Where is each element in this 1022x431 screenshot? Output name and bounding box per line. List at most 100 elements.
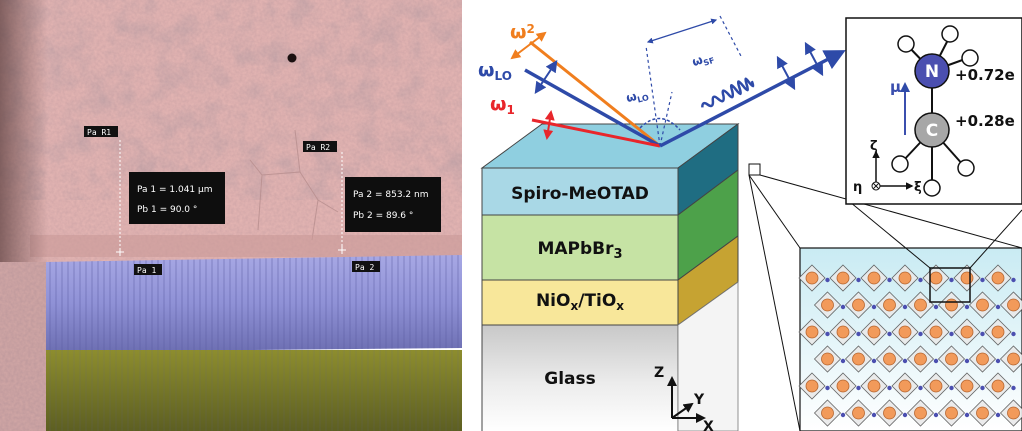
ma-cation: [949, 277, 954, 283]
zoom-marker: [748, 163, 761, 176]
svg-text:N: N: [925, 62, 939, 82]
lead-atom: [898, 325, 912, 339]
ma-cation: [887, 277, 892, 283]
lead-atom: [976, 298, 989, 312]
ma-cation: [1011, 385, 1016, 391]
svg-text:Y: Y: [693, 392, 705, 408]
ma-cation: [840, 358, 846, 364]
marker-pa-r1: Pa R1: [84, 126, 118, 137]
lead-atom: [898, 379, 912, 393]
ma-cation: [995, 304, 1001, 310]
svg-text:ζ: ζ: [870, 139, 878, 154]
c-charge-label: +0.28e: [955, 112, 1015, 130]
lab-axes: Z Y X: [654, 365, 714, 431]
ma-cation: [980, 385, 985, 391]
svg-text:X: X: [703, 419, 714, 431]
lead-atom: [929, 271, 943, 285]
molecule-inset: N C +0.72e +0.28e μ ζ η ξ: [845, 17, 1022, 205]
svg-text:ξ: ξ: [914, 180, 922, 195]
niox-tiox-label: NiOx/TiOx: [536, 291, 624, 313]
label-omega-lo: ωLO: [478, 59, 512, 83]
lead-atom: [960, 271, 974, 285]
ma-cation: [887, 385, 892, 391]
lead-atom: [991, 379, 1005, 393]
spiro-label: Spiro-MeOTAD: [511, 184, 649, 204]
ma-cation: [856, 277, 861, 283]
ma-cation: [825, 277, 830, 283]
marker-pa-2: Pa 2: [352, 261, 380, 272]
svg-text:Z: Z: [654, 365, 664, 381]
lead-atom: [883, 298, 896, 312]
lead-atom: [852, 406, 865, 420]
ma-cation: [933, 304, 939, 310]
lead-atom: [805, 271, 819, 285]
lead-atom: [945, 352, 958, 366]
ma-cation: [949, 385, 954, 391]
lead-atom: [945, 406, 958, 420]
lead-atom: [1007, 298, 1020, 312]
label-omega1: ω1: [490, 93, 515, 117]
svg-text:η: η: [853, 180, 862, 195]
ma-cation: [980, 277, 985, 283]
ma-cation: [964, 358, 970, 364]
label-omega-lo-angle: ωLO: [625, 86, 650, 107]
glass-label: Glass: [544, 369, 596, 389]
lead-atom: [852, 298, 865, 312]
lead-atom: [976, 352, 989, 366]
lead-atom: [929, 379, 943, 393]
svg-text:μ: μ: [890, 78, 901, 96]
molecule-zoom-box: [929, 267, 971, 303]
lead-atom: [898, 271, 912, 285]
ma-cation: [871, 412, 877, 418]
lead-atom: [867, 271, 881, 285]
lead-atom: [960, 379, 974, 393]
ma-cation: [949, 331, 954, 337]
svg-text:C: C: [926, 121, 938, 141]
ma-cation: [902, 358, 908, 364]
lead-atom: [883, 406, 896, 420]
lead-atom: [805, 379, 819, 393]
mapbbr3-label: MAPbBr3: [537, 239, 622, 262]
measurement-box-2: Pa 2 = 853.2 nm Pb 2 = 89.6 °: [345, 177, 441, 232]
sf-signal-wave: [701, 77, 755, 108]
perovskite-layer-schematic: [481, 214, 679, 281]
ma-cation: [933, 412, 939, 418]
ma-cation: [871, 304, 877, 310]
svg-text:Pa 1: Pa 1: [137, 266, 156, 275]
ma-cation: [902, 412, 908, 418]
ma-cation: [840, 304, 846, 310]
lead-atom: [914, 352, 927, 366]
ma-cation: [918, 277, 923, 283]
lead-atom: [836, 379, 850, 393]
beam-outgoing-sf: [659, 50, 846, 148]
svg-text:Pa 1 = 1.041 µm: Pa 1 = 1.041 µm: [137, 185, 213, 195]
lead-atom: [976, 406, 989, 420]
ma-cation: [871, 358, 877, 364]
spiro-layer: [481, 167, 679, 216]
sem-cross-section-image: Pa R1 Pa R2 Pa 1 Pa 2 Pa 1 = 1.041 µm Pb…: [0, 0, 462, 431]
svg-text:Pa 2: Pa 2: [355, 263, 374, 272]
lead-atom: [883, 352, 896, 366]
marker-pa-r2: Pa R2: [303, 141, 337, 152]
ma-cation: [964, 304, 970, 310]
ma-cation: [825, 385, 830, 391]
lattice-inset: [798, 201, 1022, 431]
surface-defect: [287, 53, 297, 63]
svg-text:Pb 1 = 90.0 °: Pb 1 = 90.0 °: [137, 205, 197, 215]
ma-cation: [1011, 331, 1016, 337]
ma-cation: [887, 331, 892, 337]
lead-atom: [852, 352, 865, 366]
lead-atom: [914, 406, 927, 420]
lead-atom: [867, 379, 881, 393]
lead-atom: [821, 352, 834, 366]
ma-cation: [856, 331, 861, 337]
svg-text:Pa R2: Pa R2: [306, 143, 330, 152]
carbon-atom: [914, 112, 950, 148]
ma-cation: [1011, 277, 1016, 283]
glass-layer: [482, 325, 678, 431]
label-omega2: ω2: [510, 21, 535, 43]
ma-cation: [918, 331, 923, 337]
sfg-device-schematic: Spiro-MeOTAD MAPbBr3 NiOx/TiOx Glass Z Y…: [478, 15, 1022, 431]
lead-atom: [836, 271, 850, 285]
lead-atom: [1007, 352, 1020, 366]
